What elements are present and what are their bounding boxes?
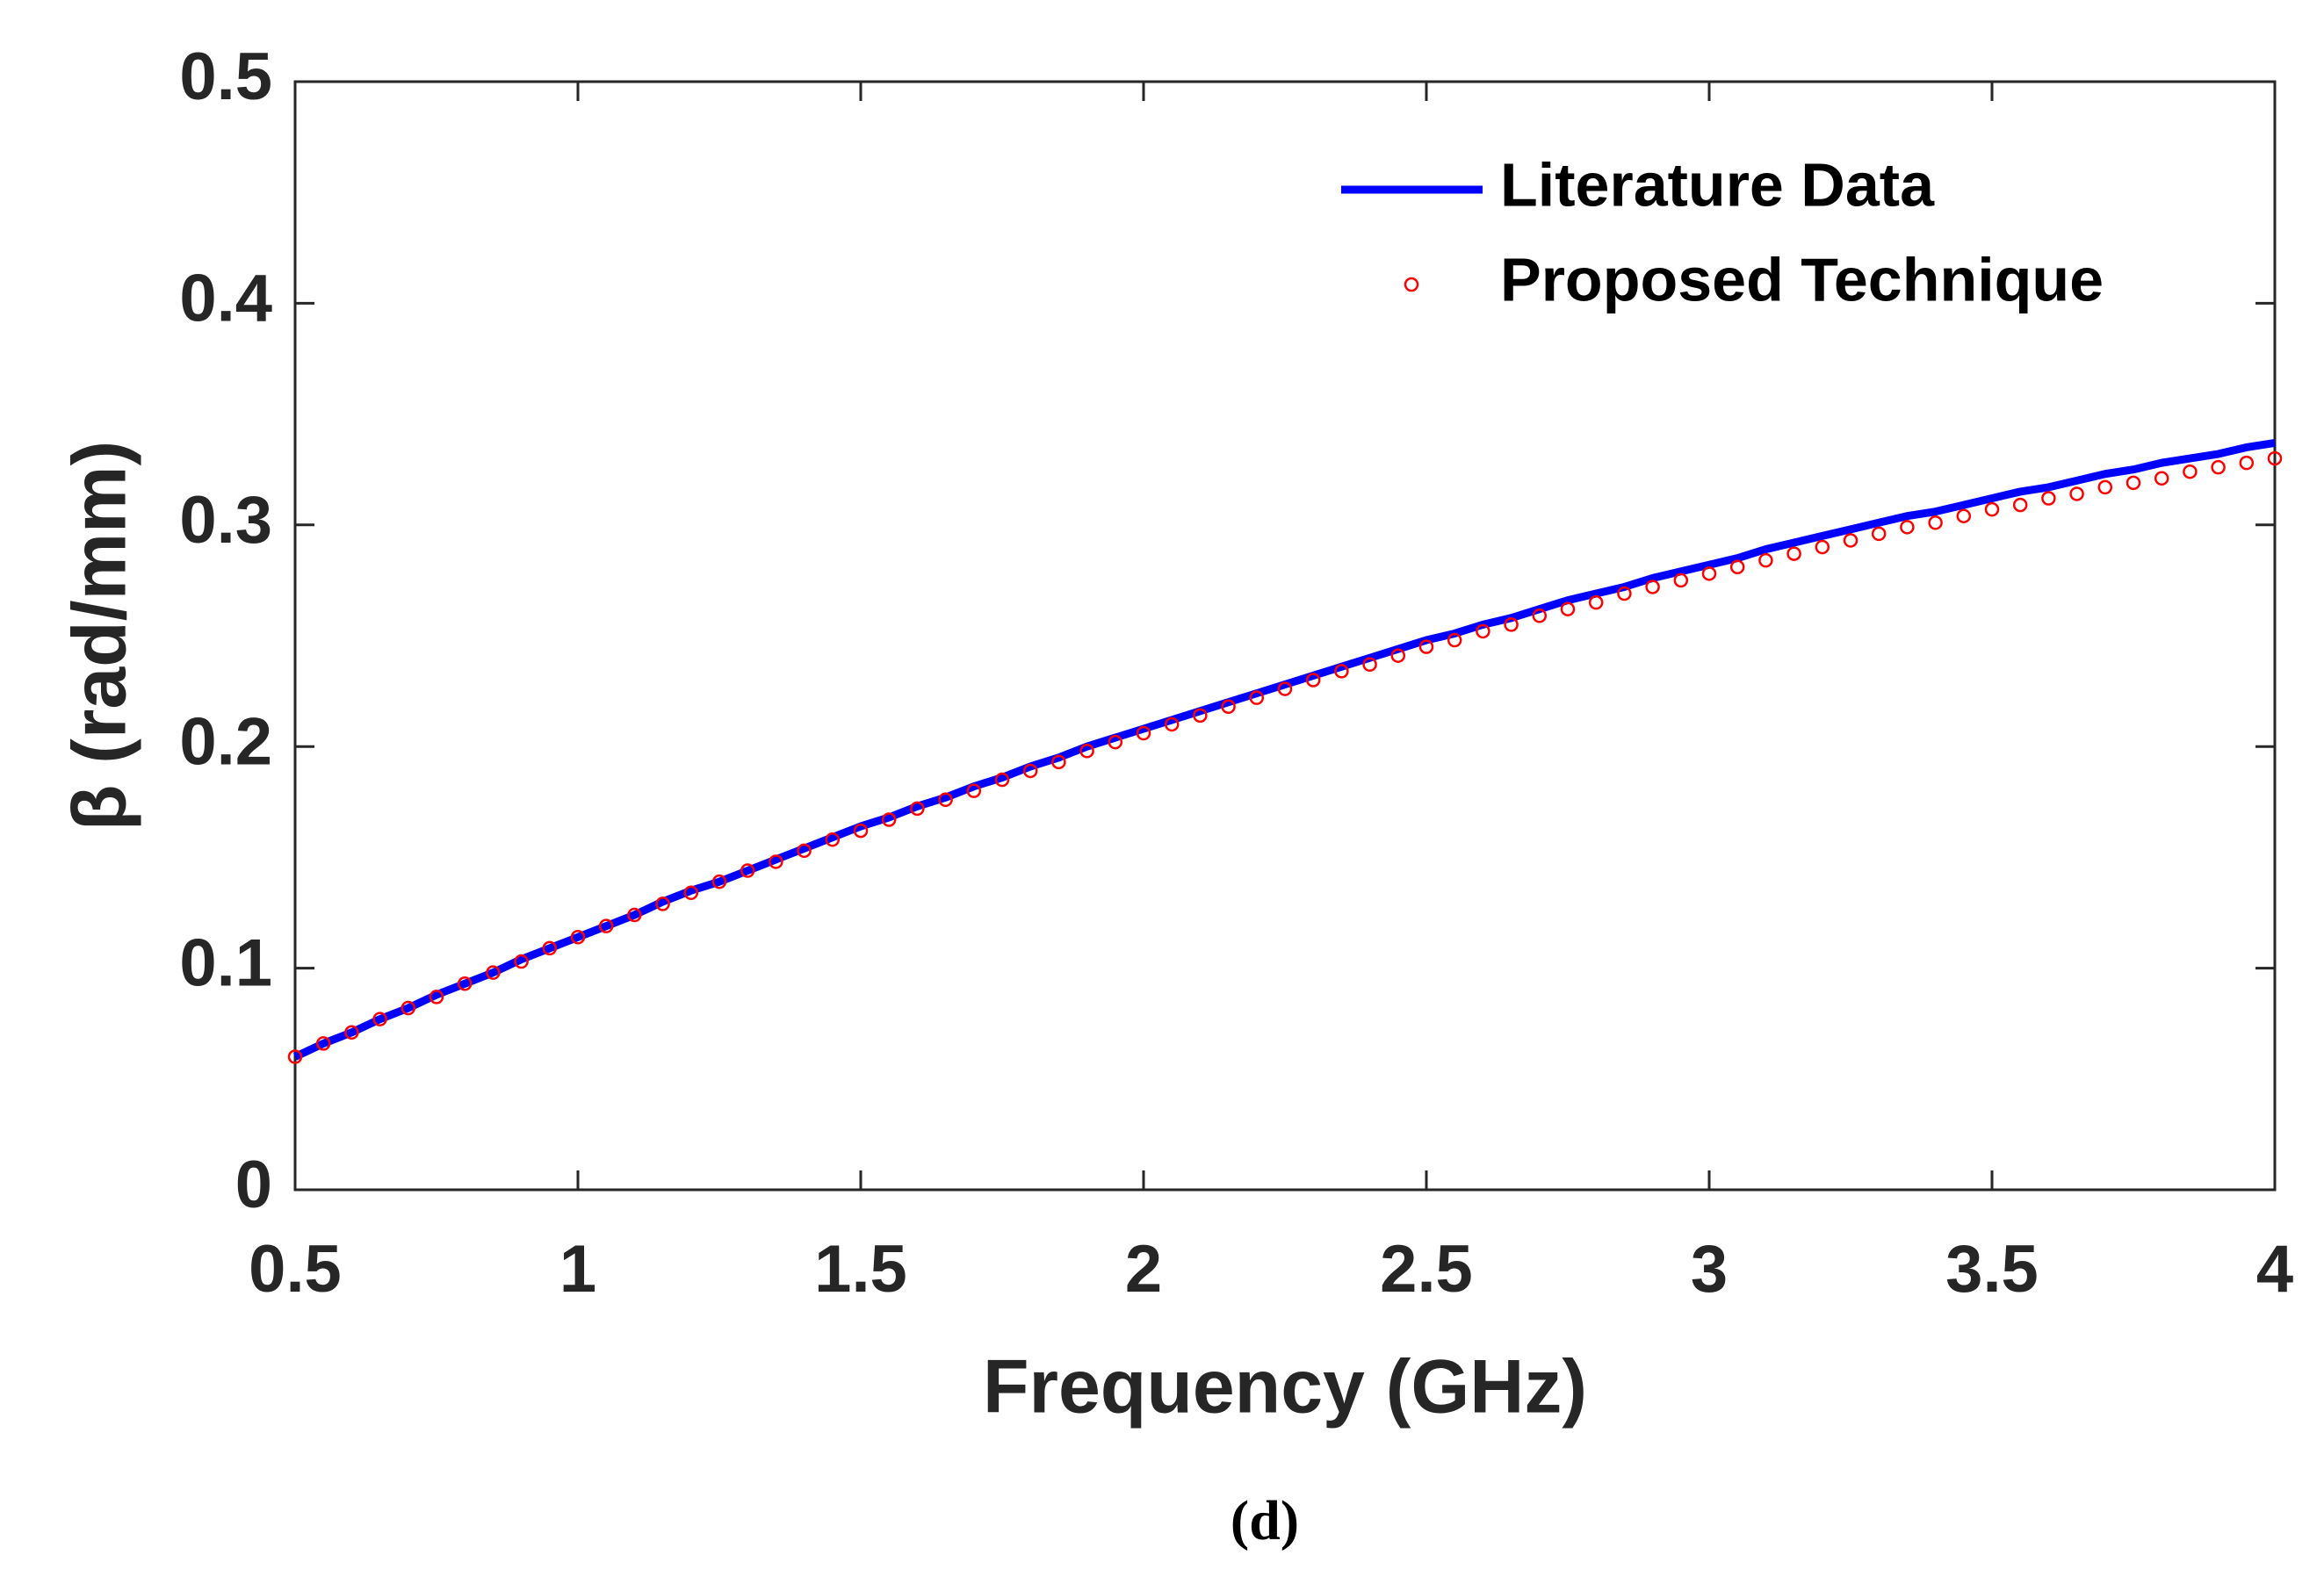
data-point (457, 976, 473, 991)
x-tick-label: 1.5 (814, 1232, 907, 1307)
data-point (740, 863, 755, 878)
data-point (1504, 617, 1519, 632)
data-point (1249, 690, 1265, 705)
data-point (2097, 479, 2113, 495)
data-point (1843, 533, 1858, 548)
x-tick-label: 4 (2256, 1232, 2293, 1307)
data-line (293, 438, 2276, 1061)
data-point (1136, 725, 1151, 741)
data-point (372, 1012, 387, 1026)
data-point (429, 990, 444, 1005)
data-point (966, 783, 982, 798)
x-tick-label: 1 (559, 1232, 596, 1307)
data-point (1164, 716, 1180, 732)
x-tick-label: 0.5 (249, 1232, 342, 1307)
data-point (2012, 497, 2028, 513)
data-point (2239, 455, 2255, 471)
plot-frame (293, 80, 2277, 1192)
data-point (570, 930, 586, 945)
data-point (1447, 632, 1462, 648)
data-point (1305, 673, 1321, 688)
data-point (2267, 450, 2283, 466)
y-tick-label: 0.3 (179, 483, 272, 558)
data-point (2069, 486, 2084, 501)
legend-label: Literature Data (1500, 150, 1935, 219)
data-point (1022, 763, 1038, 779)
data-point (2154, 471, 2169, 486)
x-tick-label: 2.5 (1380, 1232, 1473, 1307)
legend-swatch (1404, 277, 1419, 292)
data-point (2211, 459, 2226, 475)
x-tick-label: 3.5 (1945, 1232, 2039, 1307)
data-point (1588, 594, 1604, 610)
data-point (1645, 580, 1660, 594)
data-point (1362, 657, 1377, 673)
data-point (2126, 475, 2141, 491)
data-point (1928, 515, 1943, 530)
data-point (1871, 526, 1887, 542)
data-point (1079, 743, 1094, 759)
y-tick-label: 0.2 (179, 704, 272, 779)
data-point (1476, 623, 1490, 639)
data-point (1786, 546, 1801, 561)
data-point (1701, 566, 1717, 581)
data-point (315, 1036, 331, 1051)
y-axis-label: β (rad/mm) (58, 441, 142, 831)
data-point (542, 940, 558, 956)
data-point (1277, 681, 1293, 696)
data-point (627, 907, 642, 923)
data-point (287, 1049, 303, 1064)
data-point (769, 854, 783, 869)
legend-label: Proposed Technique (1500, 245, 2104, 313)
data-point (910, 801, 925, 817)
data-point (1617, 586, 1632, 601)
data-point (1051, 754, 1066, 770)
data-point (1815, 539, 1830, 555)
data-point (1418, 639, 1434, 654)
data-point (938, 792, 953, 808)
y-tick-label: 0.4 (179, 261, 272, 335)
data-point (797, 843, 812, 859)
data-point (598, 918, 614, 933)
data-point (825, 832, 841, 847)
data-point (1560, 601, 1576, 616)
data-point (401, 1000, 416, 1016)
y-tick-label: 0.1 (179, 926, 272, 1001)
data-point (344, 1025, 359, 1041)
data-point (1532, 608, 1548, 623)
data-point (1956, 508, 1972, 523)
data-point (1673, 572, 1689, 588)
data-point (2041, 491, 2056, 506)
data-point (1108, 734, 1123, 750)
data-point (683, 885, 699, 901)
data-point (514, 954, 529, 969)
data-point (711, 874, 727, 889)
x-axis-label: Frequency (GHz) (983, 1345, 1587, 1429)
data-point (1390, 648, 1406, 663)
data-point (1729, 559, 1745, 575)
data-point (1221, 699, 1236, 715)
data-point (1984, 501, 2000, 517)
data-point (994, 772, 1010, 788)
x-tick-label: 2 (1125, 1232, 1162, 1307)
y-tick-label: 0.5 (179, 40, 272, 114)
data-point (853, 823, 869, 839)
x-tick-label: 3 (1691, 1232, 1728, 1307)
data-point (1193, 708, 1208, 724)
data-point (1334, 664, 1349, 679)
y-tick-label: 0 (235, 1148, 272, 1222)
data-point (2183, 464, 2198, 479)
data-point (881, 812, 897, 827)
data-point (486, 965, 501, 980)
caption: (d) (1231, 1489, 1299, 1552)
data-point (1758, 552, 1773, 568)
data-point (1900, 520, 1915, 535)
data-point (655, 897, 670, 911)
